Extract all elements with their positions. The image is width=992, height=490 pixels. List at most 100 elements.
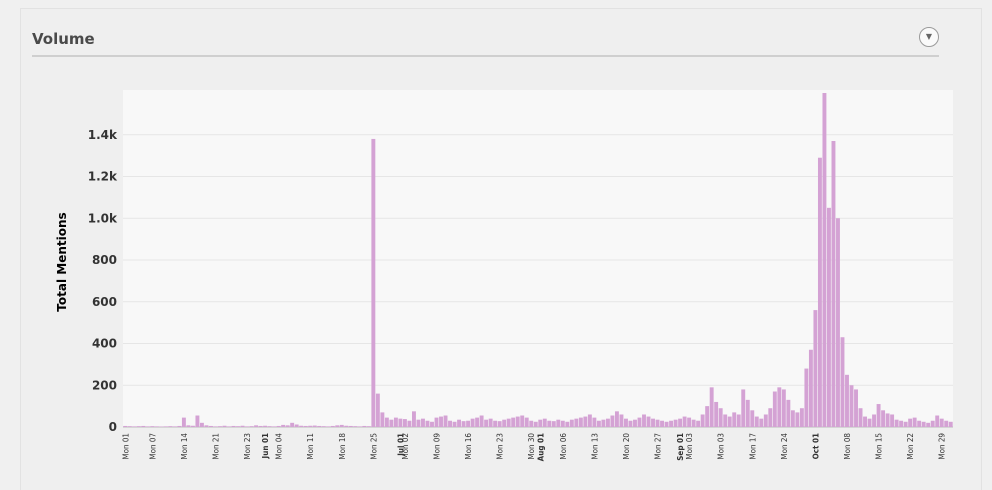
x-tick-label: Mon 29 [938,433,947,460]
bar [827,207,831,427]
bar [669,420,674,427]
bar [398,418,403,427]
bar [651,418,655,427]
bar [736,414,741,427]
bar [357,426,362,427]
bar [154,426,159,427]
bar [912,417,917,427]
bar [294,424,299,427]
bar [421,418,425,427]
bar [863,416,867,427]
bar [407,420,412,427]
bar [872,414,877,427]
x-tick-label: Mon 24 [780,433,789,460]
x-tick-label: Jun 01 [261,433,270,459]
bar [299,425,304,427]
bar [479,415,484,427]
y-tick-label: 1.0k [88,211,118,225]
bar [123,425,128,427]
bar [502,419,507,427]
bar [592,417,597,427]
bar [240,425,245,427]
x-tick-label: Mon 11 [306,433,315,460]
bar [321,426,326,427]
bar [930,420,935,427]
y-axis-ticks: 0 200 400 600 800 1.0k 1.2k 1.4k [88,128,118,434]
bar [258,425,263,427]
bar [186,425,191,427]
bar [790,410,795,427]
bar [890,414,895,427]
bar [628,420,633,427]
x-tick-label: Oct 01 [811,433,820,459]
bar [917,420,922,427]
bar [393,417,398,427]
bar [371,138,376,427]
bar [687,417,692,427]
bar [881,410,886,427]
bar [506,418,511,427]
bar [353,426,358,427]
bar [227,426,231,427]
x-tick-label: Mon 18 [338,433,347,460]
bar [330,425,335,427]
x-tick-label: Mon 21 [212,433,221,460]
x-tick-label: Aug 01 [536,433,545,461]
bar-series [123,93,953,428]
bar [412,411,416,427]
bar [655,419,660,427]
bar [303,425,308,427]
bar [145,426,150,427]
bar [335,425,340,427]
bar [574,418,579,427]
bar [416,419,421,427]
bar [524,417,529,427]
bar [705,406,710,428]
bar [317,425,322,427]
bar [132,426,137,427]
chevron-down-icon[interactable]: ▼ [919,27,939,47]
bar [529,420,534,427]
x-tick-label: Mon 30 [527,433,536,460]
bar [276,425,281,427]
bar [696,420,701,427]
bar [181,417,186,427]
bar [903,421,908,427]
bar [344,425,349,427]
bar [614,411,619,427]
x-tick-label: Mon 23 [496,433,505,460]
bar [926,422,931,427]
bar [660,420,664,427]
bar [443,415,448,427]
x-axis-ticks: Mon 01 Mon 07 Mon 14 Mon 21 Mon 23 Jun 01 Mon … [121,433,946,462]
x-tick-label: Mon 16 [464,433,473,460]
x-tick-label: Mon 13 [590,433,599,460]
bar [556,419,561,427]
bar [799,408,804,427]
bar [434,417,439,427]
bar [190,425,195,427]
bar [466,420,471,427]
y-tick-label: 1.4k [88,128,118,142]
bar [822,93,827,427]
bar [899,420,904,427]
x-tick-label: Mon 25 [369,433,378,460]
bar [763,414,768,427]
title-divider [32,55,939,57]
bar [484,419,489,427]
bar [213,426,218,427]
bar [136,426,141,427]
bar [285,425,290,427]
bar [700,414,705,427]
bar [457,419,462,427]
bar [452,421,457,427]
y-tick-label: 800 [92,253,117,267]
bar [430,421,434,427]
bar [497,421,502,427]
x-tick-label: Mon 22 [906,433,915,460]
bar [267,426,272,427]
bar [813,310,818,427]
bar [199,422,204,427]
bar [272,426,277,427]
bar [488,418,493,427]
